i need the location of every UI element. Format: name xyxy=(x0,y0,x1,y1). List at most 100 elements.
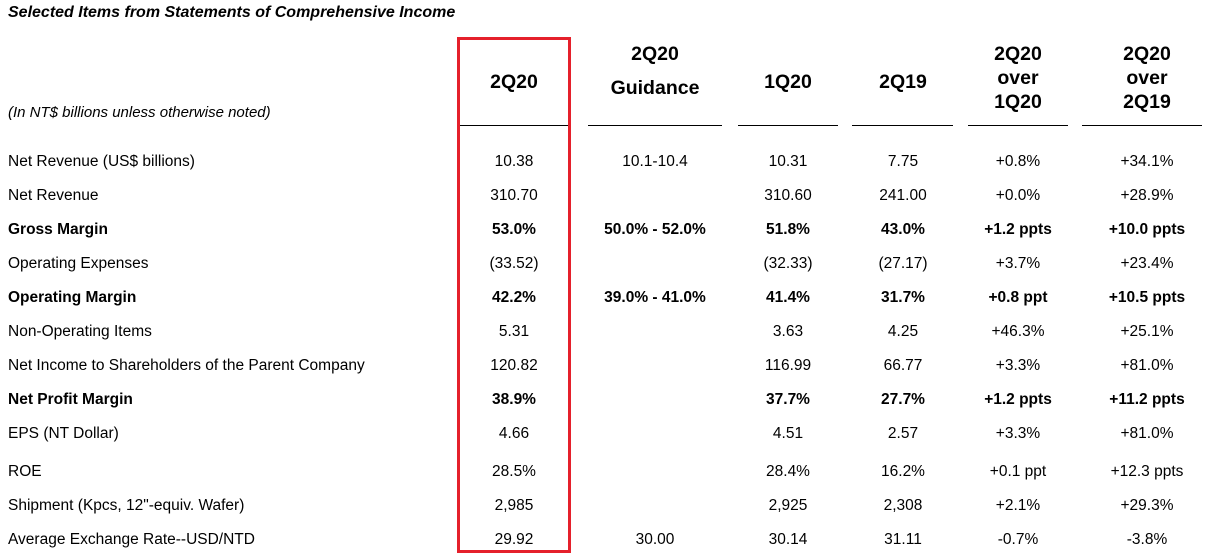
column-header-line: 1Q20 xyxy=(994,91,1042,113)
table-cell: 310.60 xyxy=(764,187,812,204)
units-note: (In NT$ billions unless otherwise noted) xyxy=(8,104,271,121)
row-label: Non-Operating Items xyxy=(8,323,152,340)
table-cell: +1.2 ppts xyxy=(984,221,1052,238)
table-cell: +3.7% xyxy=(995,255,1041,272)
table-title: Selected Items from Statements of Compre… xyxy=(8,4,456,21)
header-underline xyxy=(738,125,838,126)
table-cell: 116.99 xyxy=(764,357,812,374)
table-cell: 41.4% xyxy=(766,289,810,306)
row-label: Average Exchange Rate--USD/NTD xyxy=(8,531,255,548)
column-header: 1Q20 xyxy=(718,70,858,94)
table-cell: 2,925 xyxy=(768,497,808,514)
table-cell: 43.0% xyxy=(881,221,925,238)
table-cell: 66.77 xyxy=(883,357,923,374)
row-label: Gross Margin xyxy=(8,221,108,238)
table-cell: 310.70 xyxy=(490,187,538,204)
table-cell: 7.75 xyxy=(887,153,919,170)
row-label: Net Income to Shareholders of the Parent… xyxy=(8,357,365,374)
table-cell: 2,308 xyxy=(883,497,923,514)
header-underline xyxy=(458,125,570,126)
table-cell: +3.3% xyxy=(995,425,1041,442)
table-cell: 10.1-10.4 xyxy=(622,153,688,170)
header-underline xyxy=(1082,125,1202,126)
row-label: ROE xyxy=(8,463,42,480)
header-underline xyxy=(852,125,953,126)
table-cell: 4.66 xyxy=(498,425,530,442)
table-cell: 42.2% xyxy=(492,289,536,306)
table-cell: 39.0% - 41.0% xyxy=(604,289,706,306)
column-header-line: 2Q19 xyxy=(879,71,927,93)
column-header: 2Q20 Guidance xyxy=(585,42,725,100)
table-cell: +81.0% xyxy=(1120,425,1174,442)
table-cell: +0.0% xyxy=(995,187,1041,204)
table-cell: 10.38 xyxy=(494,153,534,170)
column-header-line: 2Q20 xyxy=(490,71,538,93)
column-header-line: over xyxy=(997,67,1039,89)
row-label: EPS (NT Dollar) xyxy=(8,425,119,442)
table-cell: 50.0% - 52.0% xyxy=(604,221,706,238)
table-cell: +0.8% xyxy=(995,153,1041,170)
column-header: 2Q19 xyxy=(833,70,973,94)
header-underline xyxy=(588,125,722,126)
table-cell: +3.3% xyxy=(995,357,1041,374)
table-cell: +23.4% xyxy=(1120,255,1174,272)
table-cell: 31.11 xyxy=(884,531,922,548)
table-cell: (33.52) xyxy=(489,255,539,272)
table-cell: 120.82 xyxy=(490,357,538,374)
column-header: 2Q20 xyxy=(444,70,584,94)
table-cell: +10.0 ppts xyxy=(1108,221,1186,238)
table-cell: 37.7% xyxy=(766,391,810,408)
row-label: Operating Expenses xyxy=(8,255,149,272)
column-header-line: 2Q20 xyxy=(1123,43,1171,65)
table-cell: 4.51 xyxy=(772,425,804,442)
table-cell: +0.1 ppt xyxy=(989,463,1047,480)
table-cell: -0.7% xyxy=(997,531,1039,548)
table-cell: +46.3% xyxy=(991,323,1045,340)
table-cell: +25.1% xyxy=(1120,323,1174,340)
column-header: 2Q20 over 2Q19 xyxy=(1077,42,1207,114)
table-cell: +28.9% xyxy=(1120,187,1174,204)
table-cell: +10.5 ppts xyxy=(1108,289,1186,306)
table-cell: +29.3% xyxy=(1120,497,1174,514)
row-label: Shipment (Kpcs, 12"-equiv. Wafer) xyxy=(8,497,245,514)
table-cell: 51.8% xyxy=(766,221,810,238)
table-cell: +0.8 ppt xyxy=(988,289,1048,306)
row-label: Net Revenue xyxy=(8,187,99,204)
table-cell: +81.0% xyxy=(1120,357,1174,374)
table-cell: 29.92 xyxy=(494,531,534,548)
column-header: 2Q20 over 1Q20 xyxy=(948,42,1088,114)
table-cell: 241.00 xyxy=(879,187,927,204)
table-cell: +1.2 ppts xyxy=(984,391,1052,408)
table-cell: -3.8% xyxy=(1126,531,1168,548)
header-underline xyxy=(968,125,1068,126)
table-cell: 31.7% xyxy=(881,289,925,306)
column-header-line: over xyxy=(1126,67,1168,89)
table-cell: 53.0% xyxy=(492,221,536,238)
table-cell: 3.63 xyxy=(772,323,804,340)
table-cell: +12.3 ppts xyxy=(1110,463,1184,480)
table-cell: 27.7% xyxy=(881,391,925,408)
column-header-line: 2Q19 xyxy=(1123,91,1171,113)
column-header-line: 1Q20 xyxy=(764,71,812,93)
row-label: Operating Margin xyxy=(8,289,137,306)
column-header-line: 2Q20 xyxy=(631,43,679,65)
column-header-line: 2Q20 xyxy=(994,43,1042,65)
table-cell: 28.4% xyxy=(766,463,810,480)
table-cell: +34.1% xyxy=(1120,153,1174,170)
table-cell: +2.1% xyxy=(995,497,1041,514)
table-cell: +11.2 ppts xyxy=(1109,391,1185,408)
table-cell: 16.2% xyxy=(881,463,925,480)
row-label: Net Profit Margin xyxy=(8,391,133,408)
column-header-line: Guidance xyxy=(610,77,700,99)
table-cell: 30.00 xyxy=(635,531,675,548)
table-cell: 10.31 xyxy=(768,153,808,170)
table-cell: 28.5% xyxy=(492,463,536,480)
table-cell: 30.14 xyxy=(768,531,808,548)
table-cell: (27.17) xyxy=(878,255,928,272)
table-cell: 5.31 xyxy=(498,323,530,340)
row-label: Net Revenue (US$ billions) xyxy=(8,153,195,170)
table-cell: 2,985 xyxy=(494,497,534,514)
table-cell: 2.57 xyxy=(887,425,919,442)
2q20-column-highlight xyxy=(457,37,571,553)
table-cell: 38.9% xyxy=(492,391,536,408)
